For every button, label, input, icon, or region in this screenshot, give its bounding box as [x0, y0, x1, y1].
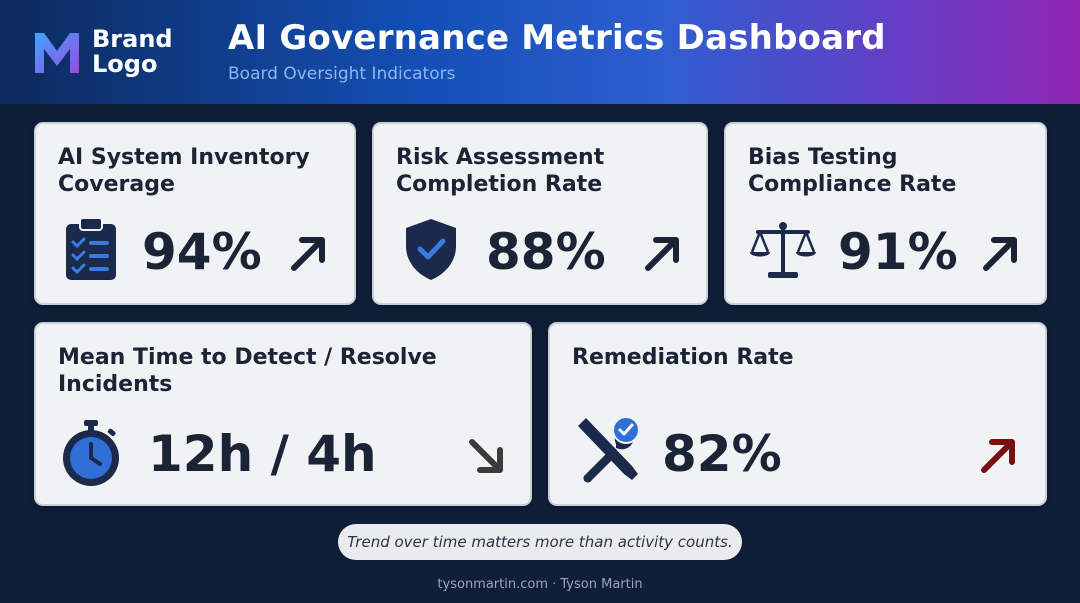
metric-title-line-2: Completion Rate: [396, 172, 603, 197]
metric-title-line-2: Incidents: [58, 372, 173, 397]
metric-value: 12h / 4h: [148, 425, 377, 483]
trend-up-arrow-icon: [645, 237, 679, 271]
metric-value: 94%: [142, 223, 262, 281]
trend-up-arrow-icon: [983, 237, 1017, 271]
metric-title-line-1: Remediation Rate: [572, 345, 794, 370]
metric-title-line-1: AI System Inventory: [58, 145, 310, 170]
footnote-pill: Trend over time matters more than activi…: [338, 524, 742, 560]
trend-up-arrow-icon: [981, 439, 1015, 473]
wrench-screwdriver-icon: [578, 416, 640, 483]
brand-logo: Brand Logo: [32, 24, 182, 80]
credit-line: tysonmartin.com · Tyson Martin: [437, 577, 643, 592]
metric-card-inventory-coverage: AI System Inventory Coverage 94%: [34, 122, 356, 305]
metric-title-line-2: Coverage: [58, 172, 175, 197]
metric-title: Risk Assessment Completion Rate: [396, 144, 604, 198]
metric-card-mean-time-incidents: Mean Time to Detect / Resolve Incidents …: [34, 322, 532, 506]
metric-card-risk-assessment: Risk Assessment Completion Rate 88%: [372, 122, 708, 305]
metric-title-line-1: Mean Time to Detect / Resolve: [58, 345, 437, 370]
metric-value: 82%: [662, 425, 782, 483]
metric-title: Remediation Rate: [572, 344, 794, 371]
metric-value: 91%: [838, 223, 958, 281]
trend-down-arrow-icon: [469, 439, 503, 473]
metric-title-line-1: Bias Testing: [748, 145, 898, 170]
metric-title: AI System Inventory Coverage: [58, 144, 310, 198]
clipboard-checklist-icon: [66, 217, 116, 280]
page-subtitle: Board Oversight Indicators: [228, 64, 456, 84]
metric-card-bias-testing: Bias Testing Compliance Rate 91%: [724, 122, 1047, 305]
metric-title: Bias Testing Compliance Rate: [748, 144, 956, 198]
trend-up-arrow-icon: [291, 237, 325, 271]
balance-scale-icon: [750, 222, 816, 278]
brand-logo-text: Brand Logo: [92, 27, 173, 77]
metric-title: Mean Time to Detect / Resolve Incidents: [58, 344, 437, 398]
shield-check-icon: [406, 219, 456, 280]
metric-title-line-1: Risk Assessment: [396, 145, 605, 170]
metric-title-line-2: Compliance Rate: [748, 172, 957, 197]
page-title: AI Governance Metrics Dashboard: [228, 18, 886, 58]
logo-line-2: Logo: [92, 50, 158, 78]
metric-card-remediation-rate: Remediation Rate 82%: [548, 322, 1047, 506]
header-banner: Brand Logo AI Governance Metrics Dashboa…: [0, 0, 1080, 104]
brand-logo-mark-icon: [35, 33, 79, 73]
metric-value: 88%: [486, 223, 606, 281]
stopwatch-icon: [63, 420, 119, 486]
logo-line-1: Brand: [92, 25, 173, 53]
